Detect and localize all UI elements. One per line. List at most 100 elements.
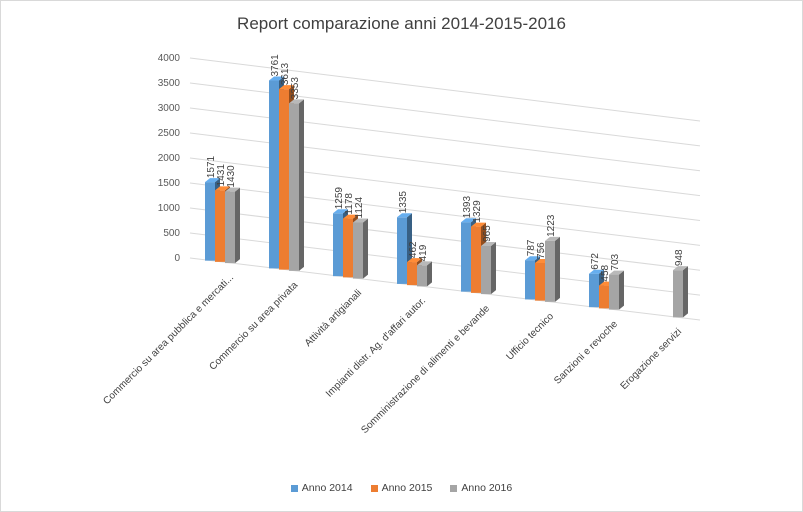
data-label: 1431: [216, 164, 227, 187]
bar: [205, 182, 215, 261]
bar: [289, 103, 299, 271]
bar-top: [397, 213, 412, 218]
data-label: 1571: [206, 155, 217, 178]
bar-side: [619, 270, 624, 310]
bar: [397, 217, 407, 284]
y-tick-label: 3000: [158, 103, 181, 114]
bar: [481, 245, 491, 295]
y-tick-label: 3500: [158, 78, 181, 89]
bar-top: [481, 241, 496, 246]
chart-title: Report comparazione anni 2014-2015-2016: [237, 14, 566, 33]
data-label: 787: [526, 239, 537, 256]
data-label: 3761: [270, 54, 281, 77]
bar-top: [609, 270, 624, 275]
data-label: 458: [600, 264, 611, 281]
bar: [461, 222, 471, 292]
bar-side: [299, 99, 304, 271]
chart-legend: Anno 2014 Anno 2015 Anno 2016: [0, 482, 803, 494]
bar-top: [417, 261, 432, 266]
data-label: 1223: [546, 214, 557, 237]
bar: [343, 218, 353, 278]
bar-side: [555, 236, 560, 302]
category-label: Commercio su area pubblica e mercati...: [101, 272, 236, 407]
data-label: 1124: [354, 197, 365, 219]
legend-swatch: [370, 484, 378, 492]
category-label: Erogazione servizi: [619, 326, 685, 392]
bar: [545, 240, 555, 302]
bar: [225, 191, 235, 264]
bar-side: [683, 266, 688, 318]
bar-top: [545, 236, 560, 241]
category-label: Somministrazione di alimenti e bevande: [359, 303, 492, 436]
legend-swatch: [290, 484, 298, 492]
data-label: 1259: [334, 187, 345, 210]
bar: [417, 265, 427, 287]
data-label: 756: [536, 242, 547, 259]
bar-side: [363, 218, 368, 279]
bar: [589, 273, 599, 308]
bar: [471, 226, 481, 293]
bar-top: [471, 222, 486, 227]
bar: [599, 285, 609, 309]
y-tick-label: 0: [174, 253, 180, 264]
bar-top: [589, 269, 604, 274]
bar: [269, 80, 279, 269]
data-label: 1430: [226, 165, 237, 188]
bar: [525, 260, 535, 300]
legend-swatch: [450, 484, 458, 492]
bar-top: [673, 266, 688, 271]
data-label: 703: [610, 253, 621, 270]
bar-side: [235, 187, 240, 264]
category-label: Sanzioni e revoche: [552, 318, 620, 386]
bar: [279, 89, 289, 270]
bar-top: [205, 178, 220, 183]
bar-top: [289, 99, 304, 104]
bar-top: [525, 256, 540, 261]
data-label: 1329: [472, 200, 483, 223]
gridline: [189, 82, 701, 147]
data-label: 3613: [280, 62, 291, 85]
bar-top: [353, 218, 368, 223]
data-label: 948: [674, 249, 685, 266]
bar-top: [343, 214, 358, 219]
bar: [353, 222, 363, 279]
bar: [535, 262, 545, 301]
data-label: 1393: [462, 196, 473, 219]
legend-item: Anno 2016: [450, 482, 512, 494]
category-label: Attività artigianali: [303, 288, 364, 349]
data-label: 1335: [398, 191, 409, 214]
bar: [673, 270, 683, 318]
bar: [333, 213, 343, 277]
category-label: Ufficio tecnico: [504, 311, 556, 363]
legend-item: Anno 2014: [290, 482, 353, 494]
bar: [407, 262, 417, 286]
y-tick-label: 4000: [158, 53, 181, 64]
bar-top: [269, 76, 284, 81]
y-tick-label: 2500: [158, 128, 181, 139]
gridline: [189, 107, 701, 172]
gridline: [189, 57, 701, 122]
y-tick-label: 1500: [158, 178, 181, 189]
y-tick-label: 1000: [158, 203, 181, 214]
gridline: [189, 207, 701, 271]
legend-label: Anno 2015: [381, 482, 433, 494]
bar-top: [461, 218, 476, 223]
data-label: 1178: [344, 193, 355, 215]
legend-label: Anno 2014: [301, 482, 353, 494]
bar-top: [225, 187, 240, 192]
bar-side: [491, 241, 496, 295]
bar: [609, 274, 619, 310]
legend-item: Anno 2015: [370, 482, 433, 494]
bar-top: [333, 209, 348, 214]
gridline: [189, 182, 701, 246]
bar: [215, 190, 225, 262]
bar-top: [407, 258, 422, 263]
data-label: 965: [482, 225, 493, 242]
data-label: 419: [418, 244, 429, 261]
y-tick-label: 2000: [158, 153, 181, 164]
bar-top: [279, 85, 294, 90]
bar-side: [427, 261, 432, 287]
gridline: [189, 157, 701, 221]
y-tick-label: 500: [163, 228, 180, 239]
